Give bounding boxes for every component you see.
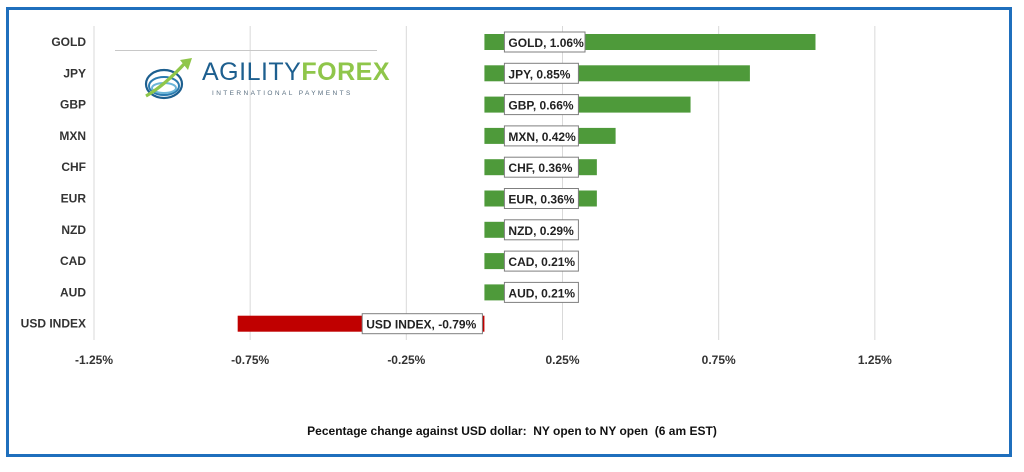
x-tick-label: -0.25% <box>387 353 425 367</box>
data-label: NZD, 0.29% <box>508 224 574 238</box>
x-tick-label: -0.75% <box>231 353 269 367</box>
data-label: GBP, 0.66% <box>508 99 573 113</box>
data-label-box <box>503 125 579 147</box>
logo-divider <box>115 50 377 51</box>
data-label: USD INDEX, -0.79% <box>366 318 476 332</box>
data-label-box <box>503 31 586 53</box>
logo-wordmark: AGILITYFOREX <box>202 58 390 86</box>
data-label-box <box>503 281 579 303</box>
data-label-box <box>503 219 579 241</box>
category-label: JPY <box>63 66 86 80</box>
data-label-box <box>503 156 579 178</box>
agilityforex-logo: AGILITYFOREX INTERNATIONAL PAYMENTS <box>140 56 390 106</box>
data-label: MXN, 0.42% <box>508 130 576 144</box>
data-label: EUR, 0.36% <box>508 193 574 207</box>
category-label: MXN <box>59 129 86 143</box>
data-label-box <box>503 94 579 116</box>
category-label: USD INDEX <box>21 317 86 331</box>
x-axis-title: Pecentage change against USD dollar: NY … <box>307 424 717 438</box>
category-label: CHF <box>61 160 86 174</box>
x-tick-label: 1.25% <box>858 353 892 367</box>
category-label: AUD <box>60 285 86 299</box>
data-label-box <box>503 188 579 209</box>
category-label: GBP <box>60 98 86 112</box>
logo-tagline: INTERNATIONAL PAYMENTS <box>212 90 353 97</box>
x-tick-label: -1.25% <box>75 353 113 367</box>
category-label: NZD <box>61 223 86 237</box>
category-label: EUR <box>61 192 87 206</box>
data-label: AUD, 0.21% <box>508 286 575 300</box>
x-tick-label: 0.25% <box>545 353 579 367</box>
category-label: CAD <box>60 254 86 268</box>
data-label: GOLD, 1.06% <box>508 36 584 50</box>
data-label: CAD, 0.21% <box>508 255 575 269</box>
category-label: GOLD <box>51 35 86 49</box>
data-label: CHF, 0.36% <box>508 161 572 175</box>
globe-arrow-icon <box>144 58 192 100</box>
data-label-box <box>503 62 579 84</box>
data-label-box <box>503 250 579 272</box>
data-label-box <box>361 313 483 335</box>
x-tick-label: 0.75% <box>702 353 736 367</box>
data-label: JPY, 0.85% <box>508 67 570 81</box>
